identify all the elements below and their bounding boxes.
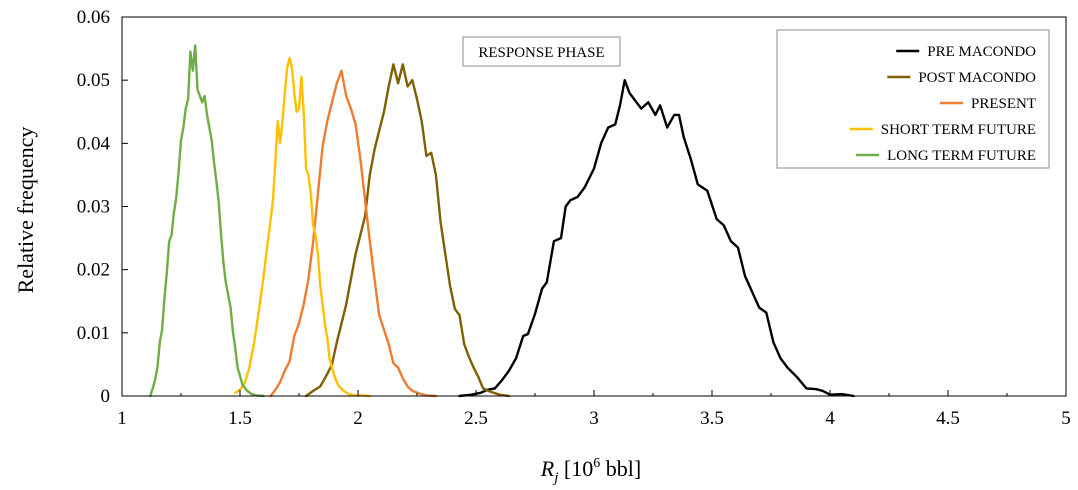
y-tick-label: 0.04 <box>77 133 111 154</box>
annotation-text: RESPONSE PHASE <box>478 45 604 61</box>
annotation-box: RESPONSE PHASE <box>462 36 621 67</box>
legend-label-5: LONG TERM FUTURE <box>887 148 1036 164</box>
y-tick-label: 0.02 <box>77 260 110 281</box>
y-tick-label: 0.06 <box>77 7 110 28</box>
legend-label-2: POST MACONDO <box>918 70 1036 86</box>
x-axis-label: Rj [106 bbl] <box>540 456 641 486</box>
y-tick-label: 0 <box>101 386 111 407</box>
x-tick-label: 4 <box>825 408 835 429</box>
ticks-layer: 1 1.5 2 2.5 3 3.5 4 4.5 5 0 0.01 0.02 0.03 0.04 0.05 0.… <box>77 7 1071 429</box>
legend-label-1: PRE MACONDO <box>927 44 1036 60</box>
series-line-4 <box>234 56 371 398</box>
x-tick-label: 3.5 <box>700 408 724 429</box>
x-tick-label: 3 <box>589 408 599 429</box>
y-tick-label: 0.01 <box>77 323 110 344</box>
y-tick-label: 0.05 <box>77 70 110 91</box>
x-tick-label: 1 <box>117 408 127 429</box>
y-axis-label: Relative frequency <box>13 127 38 294</box>
x-axis-label-sup: 6 <box>593 456 600 471</box>
legend-label-4: SHORT TERM FUTURE <box>881 122 1036 138</box>
y-tick-label: 0.03 <box>77 197 110 218</box>
legend-label-3: PRESENT <box>971 96 1036 112</box>
series-layer <box>149 44 855 398</box>
legend-frame <box>776 29 1050 169</box>
series-line-3 <box>269 69 438 398</box>
x-tick-label: 2.5 <box>464 408 488 429</box>
x-axis-label-pre: [10 <box>558 456 593 481</box>
series-line-2 <box>304 63 511 398</box>
x-tick-label: 2 <box>353 408 363 429</box>
x-tick-label: 1.5 <box>228 408 252 429</box>
series-line-5 <box>149 44 265 398</box>
legend: PRE MACONDO POST MACONDO PRESENT SHORT TERM… <box>776 29 1050 169</box>
x-axis-label-post: bbl] <box>600 456 641 481</box>
x-tick-label: 4.5 <box>936 408 960 429</box>
series-line-1 <box>458 79 855 398</box>
x-tick-label: 5 <box>1061 408 1071 429</box>
x-axis-label-base: R <box>540 456 555 481</box>
x-axis-label-sub: j <box>552 470 558 486</box>
